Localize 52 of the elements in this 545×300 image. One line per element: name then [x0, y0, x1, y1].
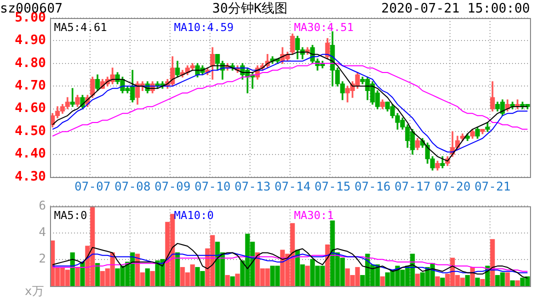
bar — [510, 280, 515, 286]
bar — [225, 275, 230, 286]
text: MA5:0 — [54, 209, 88, 222]
y-axis-title: x万 — [24, 284, 44, 298]
bar — [75, 267, 80, 286]
bar — [415, 274, 420, 286]
bar — [230, 276, 235, 286]
x-tick-label: 07-07 — [74, 179, 111, 194]
y-tick-label: 4.40 — [14, 146, 46, 162]
bar — [380, 276, 385, 286]
bar — [145, 268, 150, 286]
text: MA30:4.51 — [294, 20, 354, 34]
x-tick-label: 07-14 — [274, 179, 311, 194]
x-tick-label: 07-08 — [114, 179, 151, 194]
x-tick-label: 07-10 — [194, 179, 231, 194]
x-tick-label: 07-17 — [394, 179, 431, 194]
bar — [505, 272, 510, 286]
bar — [475, 278, 480, 286]
bar — [305, 266, 310, 286]
y-tick-label: 4.80 — [14, 56, 46, 71]
x-tick-label: 07-15 — [314, 179, 351, 194]
y-tick-label: 4.50 — [14, 124, 46, 139]
y-tick-label: 4.30 — [14, 169, 46, 184]
bar — [515, 280, 520, 286]
y-tick-label: 6 — [38, 198, 46, 212]
chart-title: 30分钟K线图 — [212, 1, 288, 16]
bar — [175, 252, 180, 286]
bar — [235, 274, 240, 286]
y-tick-label: 4.90 — [14, 33, 46, 48]
y-tick-label: 4.70 — [14, 78, 46, 94]
x-tick-label: 07-09 — [154, 179, 191, 194]
bar — [150, 271, 155, 286]
text: 2020-07-21 15:00:00 — [381, 1, 530, 16]
bar — [95, 263, 100, 286]
y-tick-label: 4 — [38, 224, 46, 239]
y-tick-label: 2 — [38, 252, 46, 266]
bar — [490, 239, 495, 286]
bar — [325, 244, 330, 286]
bar — [435, 276, 440, 286]
text: MA5:4.61 — [54, 20, 107, 34]
text: MA10:4.59 — [174, 20, 234, 34]
bar — [480, 279, 485, 286]
x-tick-label: 07-21 — [474, 179, 511, 194]
bar — [465, 275, 470, 286]
text: MA10:0 — [174, 209, 214, 222]
bar — [440, 278, 445, 286]
text: MA30:1 — [294, 209, 334, 222]
x-tick-label: 07-16 — [354, 179, 391, 194]
x-tick-label: 07-20 — [434, 179, 471, 194]
x-tick-label: 07-13 — [234, 179, 271, 194]
y-tick-label: 4.60 — [14, 101, 46, 116]
bar — [80, 262, 85, 286]
